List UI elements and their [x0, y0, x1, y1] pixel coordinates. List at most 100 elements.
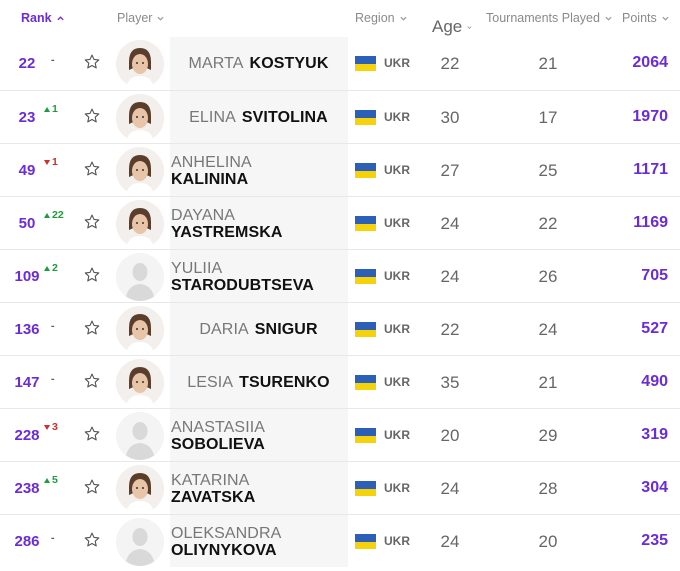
favorite-star-icon[interactable]: [83, 319, 101, 337]
player-points: 1169: [633, 214, 668, 231]
player-last-name: TSURENKO: [239, 374, 330, 391]
row-shade: [170, 462, 348, 514]
player-last-name: STARODUBTSEVA: [171, 276, 314, 294]
avatar[interactable]: [116, 412, 164, 460]
tournaments-played: 25: [538, 161, 558, 180]
player-points: 1970: [632, 108, 668, 125]
player-last-name: SVITOLINA: [241, 109, 328, 126]
player-name-link[interactable]: ANASTASIIA SOBOLIEVA: [171, 409, 346, 462]
player-header-label: Player: [117, 11, 153, 25]
avatar[interactable]: [116, 40, 164, 88]
chevron-down-icon: [400, 16, 407, 21]
row-shade: [170, 409, 348, 461]
table-row[interactable]: 286 - OLEKSANDRA OLIYNYKOVA UKR 24 20 23…: [0, 514, 680, 567]
player-points: 319: [641, 426, 668, 443]
table-row[interactable]: 23 1 ELINA SVITOLINA UKR 30 17 1970: [0, 90, 680, 143]
table-row[interactable]: 238 5 KATARINA ZAVATSKA UKR 24 28 304: [0, 461, 680, 514]
rank-change-none: -: [51, 320, 55, 332]
rank-change-up: 2: [44, 262, 58, 274]
favorite-star-icon[interactable]: [83, 53, 101, 71]
row-shade: [170, 303, 348, 355]
rank-number: 109: [14, 268, 40, 285]
region-code: UKR: [384, 428, 410, 442]
favorite-star-icon[interactable]: [83, 107, 101, 125]
rank-number: 286: [14, 533, 40, 550]
avatar[interactable]: [116, 465, 164, 513]
table-row[interactable]: 147 - LESIA TSURENKO UKR 35 21 490: [0, 355, 680, 408]
table-row[interactable]: 50 22 DAYANA YASTREMSKA UKR 24 22 1169: [0, 196, 680, 249]
chevron-up-icon: [56, 15, 64, 20]
player-name-link[interactable]: DAYANA YASTREMSKA: [171, 197, 346, 250]
region-code: UKR: [384, 163, 410, 177]
row-shade: [170, 37, 348, 90]
row-shade: [170, 250, 348, 302]
region-code: UKR: [384, 216, 410, 230]
sort-player-header[interactable]: Player: [117, 11, 164, 25]
favorite-star-icon[interactable]: [83, 266, 101, 284]
player-points: 705: [641, 267, 668, 284]
rank-number: 238: [14, 480, 40, 497]
ukraine-flag-icon: [355, 375, 376, 390]
avatar[interactable]: [116, 518, 164, 566]
tournaments-played: 22: [538, 214, 558, 233]
region-code: UKR: [384, 322, 410, 336]
player-name-link[interactable]: ELINA SVITOLINA: [171, 91, 346, 144]
favorite-star-icon[interactable]: [83, 160, 101, 178]
tournaments-played: 20: [538, 532, 558, 551]
favorite-star-icon[interactable]: [83, 372, 101, 390]
arrow-down-icon: [44, 159, 50, 165]
player-name-link[interactable]: KATARINA ZAVATSKA: [171, 462, 346, 515]
row-shade: [170, 515, 348, 567]
player-name-link[interactable]: ANHELINA KALININA: [171, 144, 346, 197]
table-row[interactable]: 136 - DARIA SNIGUR UKR 22 24 527: [0, 302, 680, 355]
rank-change-down: 3: [44, 421, 58, 433]
rank-change-up: 1: [44, 103, 58, 115]
tournaments-played: 21: [538, 54, 558, 73]
favorite-star-icon[interactable]: [83, 531, 101, 549]
sort-tournaments-header[interactable]: Tournaments Played: [486, 11, 612, 25]
favorite-star-icon[interactable]: [83, 425, 101, 443]
player-name-link[interactable]: DARIA SNIGUR: [171, 303, 346, 356]
sort-region-header[interactable]: Region: [355, 11, 407, 25]
player-first-name: MARTA: [188, 55, 244, 72]
avatar[interactable]: [116, 359, 164, 407]
player-name-link[interactable]: OLEKSANDRA OLIYNYKOVA: [171, 515, 346, 568]
favorite-star-icon[interactable]: [83, 478, 101, 496]
tournaments-header-label: Tournaments Played: [486, 11, 600, 25]
player-last-name: YASTREMSKA: [171, 223, 283, 241]
player-first-name: ANHELINA: [171, 153, 252, 171]
player-age: 20: [440, 426, 460, 445]
tournaments-played: 17: [538, 108, 558, 127]
tournaments-played: 29: [538, 426, 558, 445]
player-first-name: DAYANA: [171, 206, 236, 224]
player-age: 22: [440, 320, 460, 339]
avatar[interactable]: [116, 253, 164, 301]
table-row[interactable]: 228 3 ANASTASIIA SOBOLIEVA UKR 20 29 319: [0, 408, 680, 461]
table-body: 22 - MARTA KOSTYUK UKR 22 21 2064 23 1 E…: [0, 37, 680, 567]
row-shade: [170, 91, 348, 143]
player-age: 24: [440, 479, 460, 498]
avatar[interactable]: [116, 94, 164, 142]
table-row[interactable]: 49 1 ANHELINA KALININA UKR 27 25 1171: [0, 143, 680, 196]
player-name-link[interactable]: LESIA TSURENKO: [171, 356, 346, 409]
sort-points-header[interactable]: Points: [622, 11, 669, 25]
ukraine-flag-icon: [355, 110, 376, 125]
table-row[interactable]: 109 2 YULIIA STARODUBTSEVA UKR 24 26 705: [0, 249, 680, 302]
favorite-star-icon[interactable]: [83, 213, 101, 231]
player-first-name: KATARINA: [171, 471, 250, 489]
region-header-label: Region: [355, 11, 395, 25]
player-name-link[interactable]: MARTA KOSTYUK: [171, 37, 346, 90]
sort-age-header[interactable]: Age: [432, 17, 472, 37]
ukraine-flag-icon: [355, 481, 376, 496]
avatar[interactable]: [116, 306, 164, 354]
avatar[interactable]: [116, 200, 164, 248]
table-row[interactable]: 22 - MARTA KOSTYUK UKR 22 21 2064: [0, 37, 680, 90]
player-name-link[interactable]: YULIIA STARODUBTSEVA: [171, 250, 346, 303]
rank-change-up: 5: [44, 474, 58, 486]
player-points: 490: [641, 373, 668, 390]
rank-number: 136: [14, 321, 40, 338]
age-header-label: Age: [432, 17, 463, 36]
sort-rank-header[interactable]: Rank: [21, 11, 64, 25]
avatar[interactable]: [116, 147, 164, 195]
region-code: UKR: [384, 269, 410, 283]
